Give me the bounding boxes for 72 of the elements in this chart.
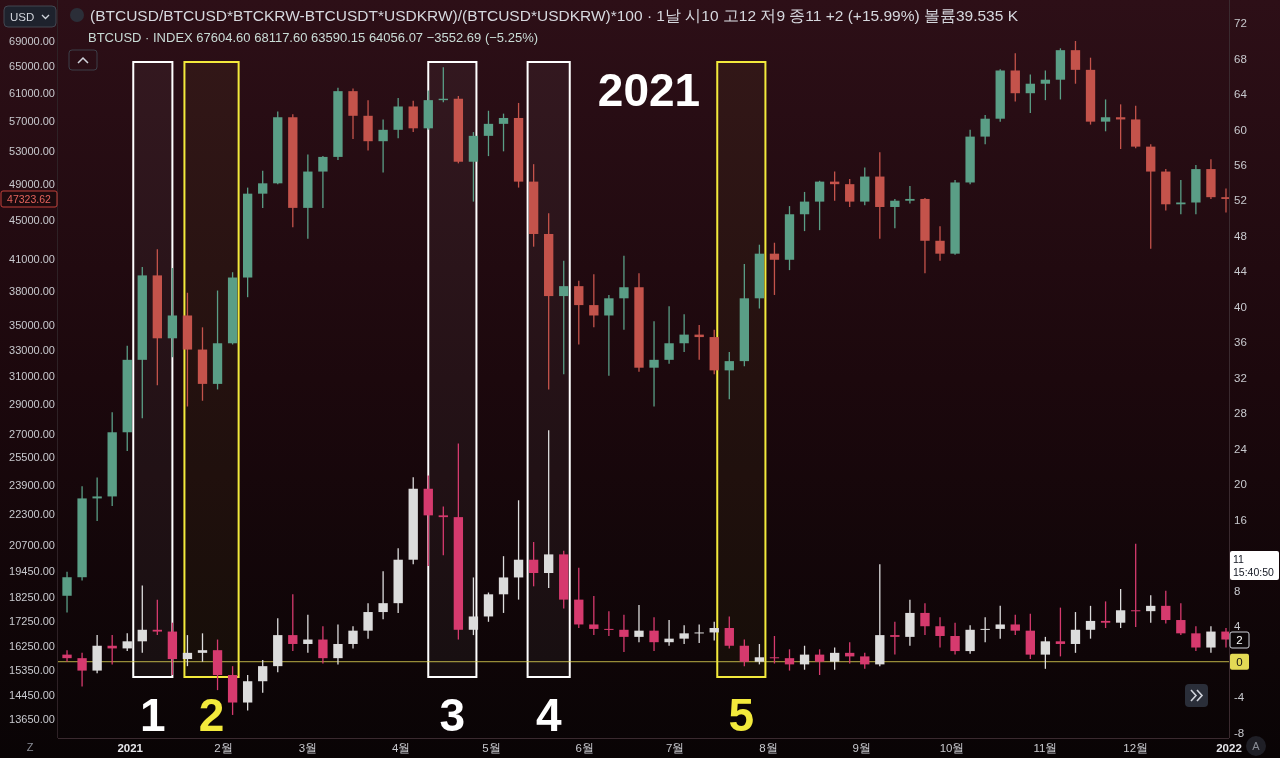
y2-tick-label: 40 <box>1234 300 1247 313</box>
y-tick-label: 20700.00 <box>9 538 55 551</box>
chart-title: (BTCUSD/BTCUSD*BTCKRW-BTCUSDT*USDKRW)/(BTCUSD*USDKRW)*100 · 1날 시10 고12 저9 종11 +2 (+15.99%) 볼륨39.535 K <box>90 7 1019 24</box>
x-tick-label: 2022 <box>1216 742 1242 754</box>
band-label: 2 <box>198 689 225 741</box>
y-tick-label: 17250.00 <box>9 614 55 627</box>
y-tick-label: 31000.00 <box>9 369 55 382</box>
y-tick-label: 45000.00 <box>9 213 55 226</box>
y2-tick-label: 32 <box>1234 371 1247 384</box>
y2-tick-label: -4 <box>1234 691 1245 704</box>
x-tick-label: 8월 <box>759 742 778 754</box>
y-tick-label: 38000.00 <box>9 284 55 297</box>
x-tick-label: 4월 <box>391 742 411 754</box>
annotation: 11 15:40:50 <box>1230 551 1279 580</box>
y2-tick-label: 44 <box>1234 265 1248 278</box>
y-tick-label: 41000.00 <box>9 252 55 265</box>
band-label: 5 <box>728 689 755 741</box>
ref-line-label: 0 <box>1236 655 1243 668</box>
y2-tick-label: 52 <box>1234 194 1247 207</box>
y2-tick-label: 8 <box>1234 584 1241 597</box>
band-label: 1 <box>140 689 166 741</box>
y-tick-label: 13650.00 <box>9 712 55 725</box>
text: BTCUSD · INDEX 67604.60 68117.60 63590.15 64056.07 −3552.69 (−5.25%) <box>88 30 539 45</box>
y-tick-label: 61000.00 <box>9 86 55 99</box>
annotation: USD <box>3 5 57 28</box>
x-tick-label: 7월 <box>665 742 685 754</box>
y-tick-label: 65000.00 <box>9 59 55 72</box>
band-label: 4 <box>535 689 562 741</box>
y-tick-label: 14450.00 <box>9 689 55 702</box>
x-tick-label: 9월 <box>852 742 871 754</box>
y-tick-label: 57000.00 <box>9 114 55 127</box>
y-tick-label: 15350.00 <box>9 663 55 676</box>
y-tick-label: 33000.00 <box>9 343 55 356</box>
y2-tick-label: 48 <box>1234 229 1247 242</box>
x-tick-label: 5월 <box>482 742 501 754</box>
y2-tick-label: 4 <box>1234 620 1241 633</box>
x-tick-label: 2월 <box>214 742 233 754</box>
annotation: A <box>1246 736 1266 756</box>
y2-tick-label: 64 <box>1234 88 1248 101</box>
y2-tick-label: 16 <box>1234 513 1247 526</box>
y2-tick-label: -8 <box>1234 726 1245 739</box>
y2-tick-label: 56 <box>1234 158 1247 171</box>
x-tick-label: 3월 <box>298 742 318 754</box>
annotation: 2 <box>1229 631 1250 649</box>
y-tick-label: 29000.00 <box>9 397 55 410</box>
y2-tick-label: 24 <box>1234 442 1248 455</box>
y2-tick-label: 28 <box>1234 407 1247 420</box>
y-tick-label: 18250.00 <box>9 591 55 604</box>
y-tick-label: 27000.00 <box>9 427 55 440</box>
annotation: Z <box>26 741 34 753</box>
x-tick-label: 2021 <box>117 742 144 754</box>
y-tick-label: 19450.00 <box>9 564 55 577</box>
y2-tick-label: 20 <box>1234 478 1247 491</box>
x-tick-label: 12월 <box>1123 742 1149 754</box>
y-tick-label: 35000.00 <box>9 318 55 331</box>
annotation: 2021 <box>597 64 701 116</box>
y-tick-label: 23900.00 <box>9 478 55 491</box>
y2-tick-label: 36 <box>1234 336 1247 349</box>
y-tick-label: 53000.00 <box>9 145 55 158</box>
y2-tick-label: 68 <box>1234 52 1247 65</box>
y-tick-label: 49000.00 <box>9 178 55 191</box>
y2-tick-label: 72 <box>1234 17 1247 30</box>
annotation: 47323.62 <box>0 190 58 208</box>
y-tick-label: 16250.00 <box>9 639 55 652</box>
y-tick-label: 22300.00 <box>9 507 55 520</box>
x-tick-label: 10월 <box>939 742 965 754</box>
x-tick-label: 6월 <box>575 742 594 754</box>
y-tick-label: 25500.00 <box>9 451 55 464</box>
y2-tick-label: 60 <box>1234 123 1247 136</box>
x-tick-label: 11월 <box>1033 742 1058 754</box>
y-tick-label: 69000.00 <box>9 34 55 47</box>
band-label: 3 <box>439 689 466 741</box>
